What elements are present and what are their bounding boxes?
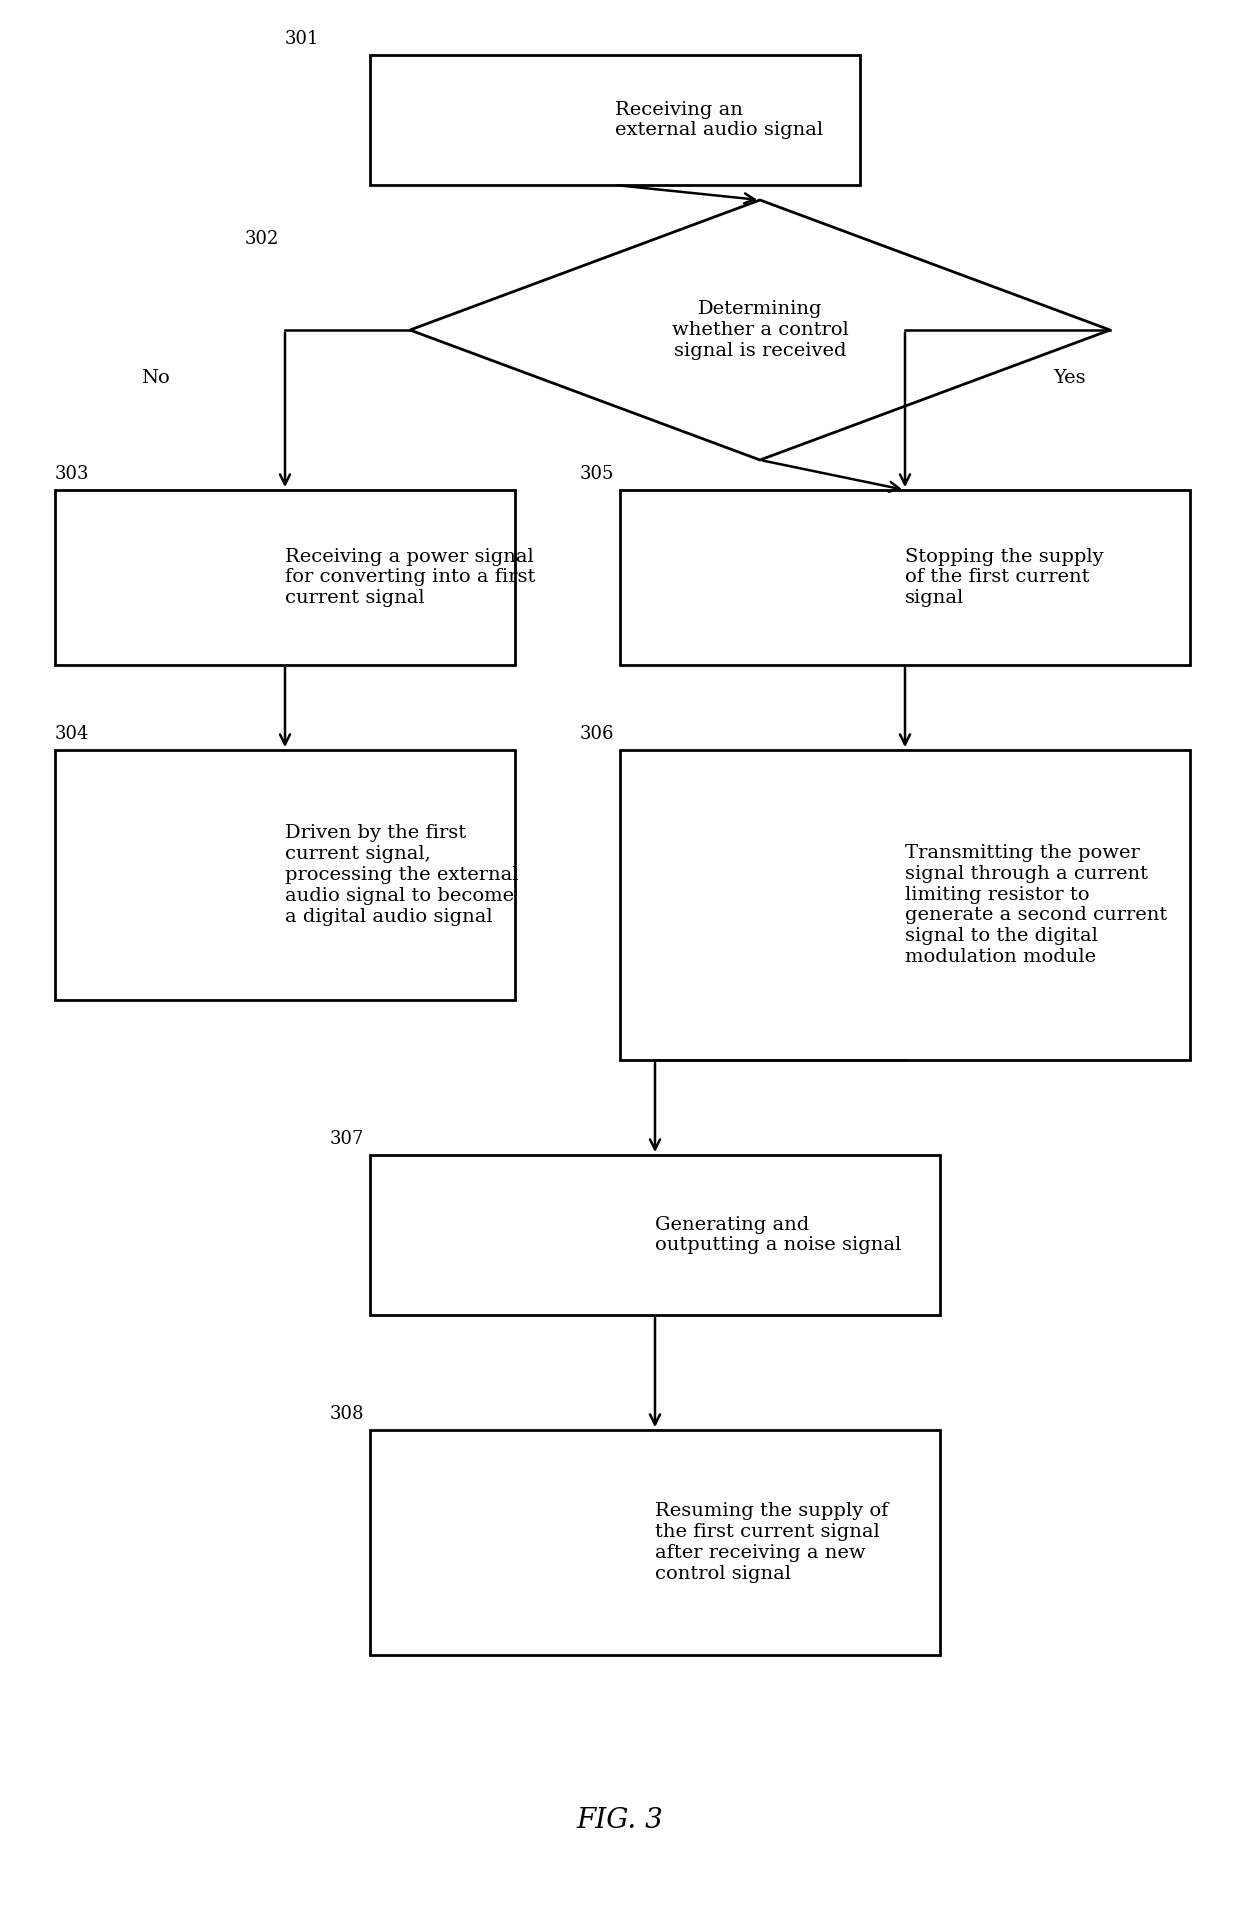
Text: 302: 302 xyxy=(246,230,279,249)
Polygon shape xyxy=(410,201,1110,459)
Bar xyxy=(370,1155,940,1314)
Text: 307: 307 xyxy=(330,1131,365,1148)
Text: 308: 308 xyxy=(330,1404,365,1423)
Text: Receiving a power signal
for converting into a first
current signal: Receiving a power signal for converting … xyxy=(285,547,536,606)
Text: 301: 301 xyxy=(285,31,320,48)
Text: Resuming the supply of
the first current signal
after receiving a new
control si: Resuming the supply of the first current… xyxy=(655,1502,888,1582)
Text: 303: 303 xyxy=(55,465,89,482)
Text: Yes: Yes xyxy=(1054,369,1086,386)
Text: Determining
whether a control
signal is received: Determining whether a control signal is … xyxy=(672,300,848,360)
Text: 305: 305 xyxy=(580,465,614,482)
Text: No: No xyxy=(140,369,170,386)
Bar xyxy=(620,750,1190,1060)
Text: 306: 306 xyxy=(580,725,615,742)
Bar xyxy=(370,1431,940,1655)
Text: Stopping the supply
of the first current
signal: Stopping the supply of the first current… xyxy=(905,547,1104,606)
Bar xyxy=(370,55,861,186)
Bar xyxy=(620,490,1190,666)
Text: Driven by the first
current signal,
processing the external
audio signal to beco: Driven by the first current signal, proc… xyxy=(285,825,518,926)
Bar xyxy=(55,750,515,1000)
Text: FIG. 3: FIG. 3 xyxy=(577,1806,663,1833)
Text: 304: 304 xyxy=(55,725,89,742)
Bar xyxy=(55,490,515,666)
Text: Transmitting the power
signal through a current
limiting resistor to
generate a : Transmitting the power signal through a … xyxy=(905,844,1167,966)
Text: Receiving an
external audio signal: Receiving an external audio signal xyxy=(615,101,823,140)
Text: Generating and
outputting a noise signal: Generating and outputting a noise signal xyxy=(655,1215,901,1255)
